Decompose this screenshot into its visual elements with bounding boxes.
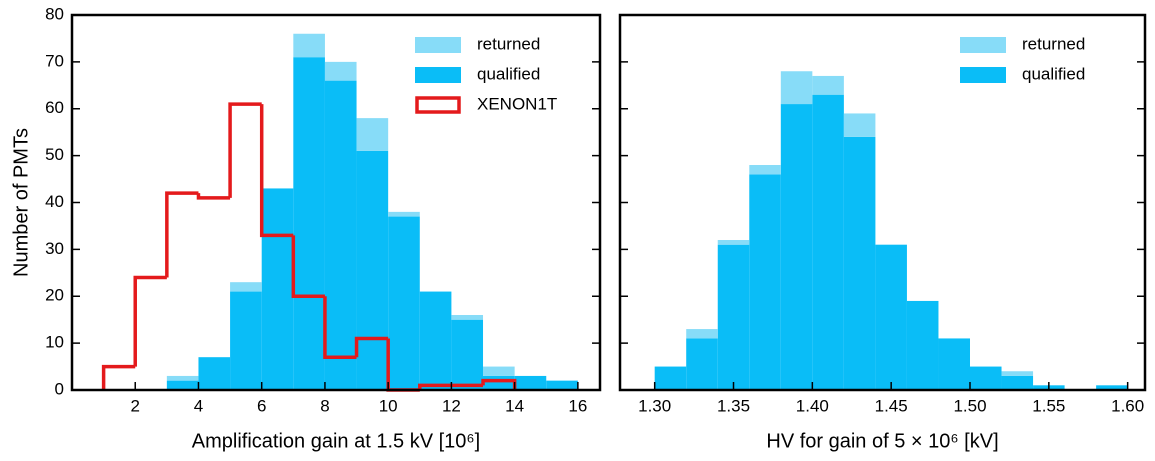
histogram-bar xyxy=(324,80,357,390)
histogram-bar xyxy=(780,71,813,105)
y-tick-label: 20 xyxy=(45,286,64,305)
y-tick-label: 40 xyxy=(45,192,64,211)
histogram-bar xyxy=(843,113,876,137)
histogram-bar xyxy=(749,174,781,390)
histogram-bar xyxy=(451,319,484,390)
histogram-bar xyxy=(812,75,844,95)
x-tick-label: 1.55 xyxy=(1032,396,1065,415)
histogram-bar xyxy=(324,61,357,81)
y-tick-label: 10 xyxy=(45,333,64,352)
y-tick-label: 60 xyxy=(45,98,64,117)
histogram-bar xyxy=(1096,385,1128,390)
histogram-bar xyxy=(514,375,547,390)
x-tick-label: 1.35 xyxy=(717,396,750,415)
histogram-bar xyxy=(780,104,813,390)
histogram-bar xyxy=(293,33,325,58)
x-tick-label: 16 xyxy=(568,396,587,415)
x-tick-label: 1.50 xyxy=(953,396,986,415)
histogram-bar xyxy=(1001,371,1034,376)
step-segment xyxy=(291,235,325,298)
y-tick-label: 80 xyxy=(45,4,64,23)
step-segment xyxy=(354,336,389,358)
y-tick-label: 50 xyxy=(45,145,64,164)
histogram-bar xyxy=(356,150,389,390)
histogram-bar xyxy=(419,291,452,390)
histogram-bar xyxy=(1001,375,1034,390)
histogram-bar xyxy=(875,244,907,390)
histogram-bar xyxy=(388,211,420,217)
legend-label: returned xyxy=(477,34,540,53)
x-tick-label: 1.45 xyxy=(875,396,908,415)
histogram-bar xyxy=(388,216,420,390)
y-axis-label: Number of PMTs xyxy=(10,128,32,277)
histogram-bar xyxy=(230,282,262,292)
legend-swatch xyxy=(960,37,1006,53)
step-segment xyxy=(323,296,357,359)
x-axis-label: HV for gain of 5 × 10⁶ [kV] xyxy=(766,430,998,452)
histogram-bar xyxy=(654,366,687,390)
histogram-bar xyxy=(483,375,515,390)
legend-swatch xyxy=(415,96,461,114)
histogram-bar xyxy=(717,240,750,245)
histogram-bar xyxy=(717,244,750,390)
y-tick-label: 0 xyxy=(55,379,64,398)
step-segment xyxy=(418,383,452,390)
histogram-bar xyxy=(483,366,515,376)
histogram-bar xyxy=(546,380,578,390)
x-tick-label: 14 xyxy=(505,396,524,415)
histogram-bar xyxy=(198,357,231,390)
histogram-bar xyxy=(293,57,325,390)
legend-swatch xyxy=(415,67,461,83)
histogram-bar xyxy=(686,338,718,390)
x-tick-label: 12 xyxy=(442,396,461,415)
plot-area xyxy=(654,71,1128,390)
histogram-bar xyxy=(938,338,970,390)
step-segment xyxy=(259,104,294,238)
legend-label: qualified xyxy=(1022,64,1085,83)
x-tick-label: 4 xyxy=(194,396,203,415)
histogram-bar xyxy=(686,329,718,339)
histogram-bar xyxy=(906,300,939,390)
step-segment xyxy=(196,193,231,200)
x-tick-label: 1.30 xyxy=(638,396,671,415)
histogram-bar xyxy=(166,380,199,390)
x-tick-label: 6 xyxy=(257,396,266,415)
legend-label: XENON1T xyxy=(477,94,557,113)
step-segment xyxy=(228,102,262,198)
x-tick-label: 8 xyxy=(320,396,329,415)
x-tick-label: 10 xyxy=(379,396,398,415)
histogram-bar xyxy=(843,136,876,390)
x-tick-label: 1.40 xyxy=(796,396,829,415)
x-axis-label: Amplification gain at 1.5 kV [10⁶] xyxy=(192,430,480,452)
legend-label: qualified xyxy=(477,64,540,83)
legend-label: returned xyxy=(1022,34,1085,53)
legend-swatch xyxy=(960,67,1006,83)
histogram-bar xyxy=(356,118,389,151)
histogram-bar xyxy=(970,366,1002,390)
histogram-bar xyxy=(230,291,262,390)
histogram-bar xyxy=(812,94,844,390)
histogram-bar xyxy=(166,375,199,381)
histogram-bar xyxy=(749,165,781,175)
histogram-bar xyxy=(451,315,484,320)
step-segment xyxy=(101,364,136,390)
step-segment xyxy=(133,275,167,367)
histogram-bar xyxy=(261,188,294,390)
plot-area xyxy=(101,33,578,392)
y-tick-label: 30 xyxy=(45,239,64,258)
y-tick-label: 70 xyxy=(45,51,64,70)
x-tick-label: 1.60 xyxy=(1111,396,1144,415)
x-tick-label: 2 xyxy=(130,396,139,415)
step-segment xyxy=(165,191,199,278)
legend-swatch xyxy=(415,37,461,53)
